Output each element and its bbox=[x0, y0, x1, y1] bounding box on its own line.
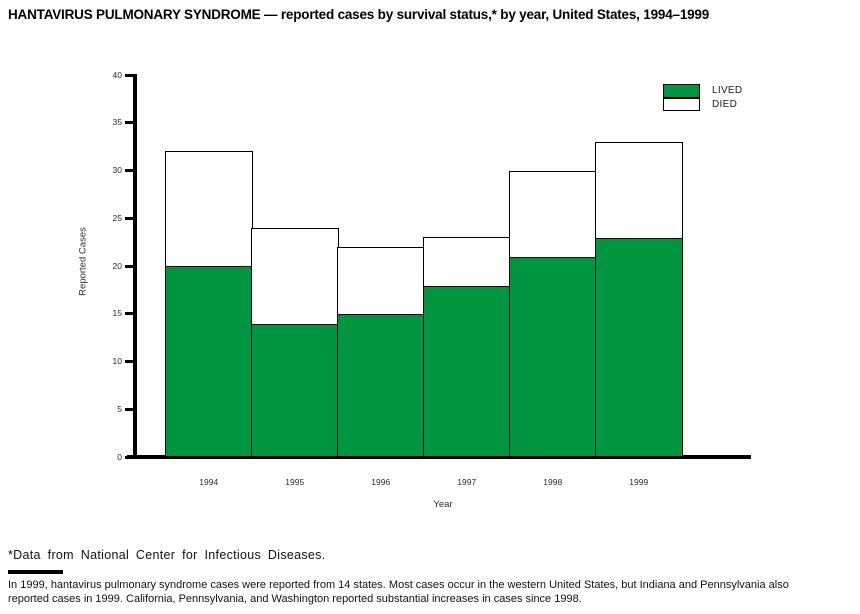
y-tick bbox=[125, 455, 134, 459]
y-tick bbox=[125, 121, 134, 125]
note-text: In 1999, hantavirus pulmonary syndrome c… bbox=[8, 578, 858, 606]
x-tick-label: 1997 bbox=[457, 477, 477, 487]
legend-swatch-died bbox=[663, 97, 700, 111]
bar-segment-lived bbox=[251, 323, 339, 457]
x-tick-label: 1995 bbox=[285, 477, 305, 487]
note-line-2: reported cases in 1999. California, Penn… bbox=[8, 593, 582, 605]
y-tick-label: 15 bbox=[112, 308, 122, 319]
legend-label: LIVED bbox=[712, 85, 743, 97]
legend-row: LIVED bbox=[663, 84, 742, 98]
y-tick-label: 10 bbox=[112, 356, 122, 366]
bar-segment-died bbox=[595, 141, 683, 239]
y-tick-label: 40 bbox=[112, 69, 122, 80]
x-tick-label: 1998 bbox=[543, 477, 563, 487]
y-tick bbox=[125, 216, 134, 220]
bar-segment-died bbox=[337, 246, 425, 316]
y-axis-line bbox=[133, 74, 137, 459]
bar-segment-lived bbox=[165, 266, 253, 457]
y-tick bbox=[125, 312, 134, 316]
x-axis-line bbox=[127, 455, 751, 459]
bar-segment-lived bbox=[423, 285, 511, 457]
bar-segment-lived bbox=[509, 256, 597, 457]
y-tick-label: 20 bbox=[112, 260, 122, 271]
note-line-1: In 1999, hantavirus pulmonary syndrome c… bbox=[8, 579, 789, 591]
legend-row: DIED bbox=[663, 97, 742, 111]
y-tick-label: 30 bbox=[112, 165, 122, 175]
y-tick bbox=[125, 407, 134, 411]
bar-segment-died bbox=[423, 237, 511, 287]
bar-segment-died bbox=[509, 170, 597, 258]
note-divider bbox=[8, 570, 63, 574]
legend-swatch-lived bbox=[663, 84, 700, 98]
y-tick-label: 25 bbox=[112, 212, 122, 223]
y-tick-label: 35 bbox=[112, 117, 122, 128]
y-axis-title: Reported Cases bbox=[77, 227, 89, 296]
bar-segment-died bbox=[165, 151, 253, 268]
footnote: *Data from National Center for Infectiou… bbox=[8, 548, 326, 562]
x-tick-label: 1994 bbox=[199, 477, 219, 487]
bar-segment-lived bbox=[337, 313, 425, 457]
y-tick-label: 5 bbox=[117, 403, 122, 414]
chart: Reported Cases Year LIVED DIED 0 5 10 15 20 25… bbox=[77, 69, 751, 510]
figure-title: HANTAVIRUS PULMONARY SYNDROME — reported… bbox=[8, 7, 710, 22]
x-tick-label: 1996 bbox=[371, 477, 391, 487]
x-tick-label: 1999 bbox=[629, 477, 649, 487]
y-tick-label: 0 bbox=[117, 451, 122, 462]
legend-label: DIED bbox=[712, 98, 738, 110]
bar-segment-died bbox=[251, 227, 339, 325]
bar-segment-lived bbox=[595, 237, 683, 457]
legend: LIVED DIED bbox=[663, 84, 742, 111]
y-tick bbox=[125, 73, 134, 77]
y-tick bbox=[125, 264, 134, 268]
x-axis-title: Year bbox=[433, 499, 453, 510]
y-tick bbox=[125, 169, 134, 172]
y-tick bbox=[125, 360, 134, 363]
